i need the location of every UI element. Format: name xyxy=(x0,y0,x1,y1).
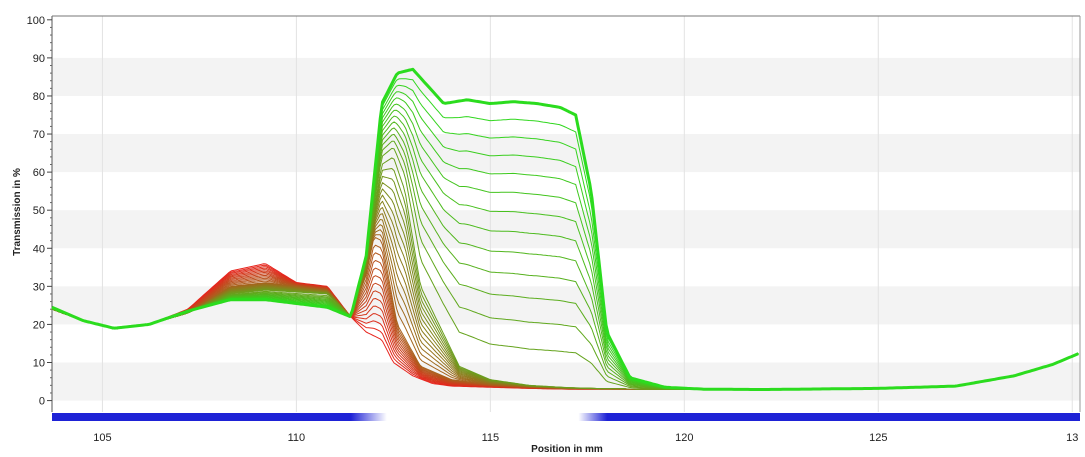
x-tick-label: 105 xyxy=(93,432,111,444)
y-tick-label: 50 xyxy=(33,205,45,217)
plot-frame xyxy=(51,15,1081,412)
series-line xyxy=(51,157,1079,390)
y-tick-label: 30 xyxy=(33,281,45,293)
y-tick-label: 60 xyxy=(33,167,45,179)
curve-series xyxy=(51,67,1079,391)
grid-band xyxy=(52,210,1080,249)
x-ticks: 105 110 115 120 125 13 xyxy=(93,432,1078,444)
y-tick-label: 40 xyxy=(33,243,45,255)
x-tick-label: 13 xyxy=(1066,432,1078,444)
grid-lines xyxy=(101,16,1073,412)
x-axis-title: Position in mm xyxy=(531,444,603,455)
x-tick-label: 120 xyxy=(675,432,693,444)
y-tick-label: 10 xyxy=(33,358,45,370)
y-tick-label: 20 xyxy=(33,319,45,331)
y-tick-label: 0 xyxy=(39,396,45,408)
y-tick-label: 80 xyxy=(33,91,45,103)
y-axis-title: Transmission in % xyxy=(12,168,23,256)
y-tick-label: 100 xyxy=(27,15,45,27)
x-tick-label: 125 xyxy=(869,432,887,444)
y-ticks: 0 10 20 30 40 50 60 70 80 90 100 xyxy=(27,15,52,408)
series-line xyxy=(51,175,1079,390)
grid-band xyxy=(52,57,1080,96)
position-bar-fill xyxy=(52,413,1080,421)
series-line xyxy=(51,67,1079,391)
position-bar xyxy=(52,413,1080,421)
y-tick-label: 70 xyxy=(33,129,45,141)
x-tick-label: 115 xyxy=(482,432,500,444)
y-tick-label: 90 xyxy=(33,53,45,65)
grid-band xyxy=(52,134,1080,173)
plot-bands xyxy=(52,57,1080,401)
grid-band xyxy=(52,362,1080,401)
series-line xyxy=(51,133,1079,390)
series-line xyxy=(51,147,1079,390)
x-tick-label: 110 xyxy=(288,432,306,444)
